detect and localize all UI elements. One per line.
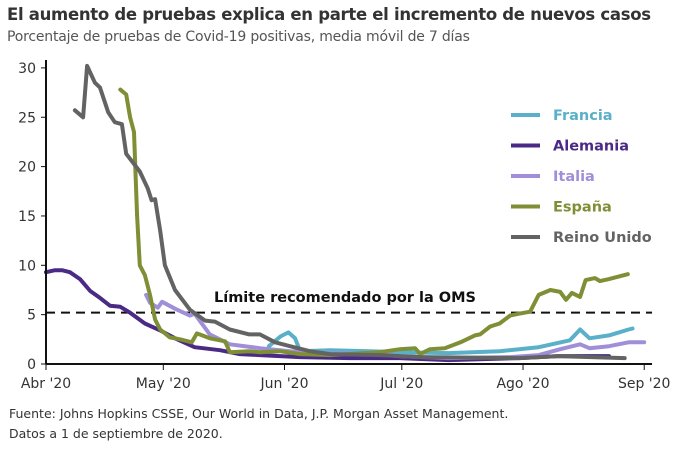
legend-label: Alemania [553, 139, 629, 155]
series-line-alemania [44, 268, 611, 363]
legend-label: Francia [553, 108, 613, 124]
x-tick-label: Jul '20 [379, 376, 423, 392]
y-tick-label: 10 [18, 258, 36, 274]
y-tick-label: 20 [18, 160, 36, 176]
source-note: Fuente: Johns Hopkins CSSE, Our World in… [9, 406, 509, 421]
series-line-españa [118, 87, 630, 358]
y-tick-label: 5 [27, 308, 36, 324]
legend-label: Italia [553, 169, 595, 185]
legend-label: Reino Unido [553, 230, 652, 246]
chart-title: El aumento de pruebas explica en parte e… [7, 5, 651, 24]
series-line-reino-unido [72, 63, 627, 361]
x-tick-label: Abr '20 [21, 376, 71, 392]
series-line-francia [266, 326, 635, 356]
date-note: Datos a 1 de septiembre de 2020. [9, 426, 223, 441]
legend-label: España [553, 200, 612, 216]
y-tick-label: 30 [18, 61, 36, 77]
chart-subtitle: Porcentaje de pruebas de Covid-19 positi… [7, 29, 470, 45]
reference-line-label: Límite recomendado por la OMS [214, 290, 476, 306]
x-tick-label: Ago '20 [496, 376, 549, 392]
x-tick-label: Jun '20 [260, 376, 309, 392]
x-tick-label: Sep '20 [618, 376, 671, 392]
y-tick-label: 15 [18, 209, 36, 225]
x-tick-label: May '20 [136, 376, 191, 392]
y-tick-label: 25 [18, 110, 36, 126]
y-tick-label: 0 [27, 357, 36, 373]
